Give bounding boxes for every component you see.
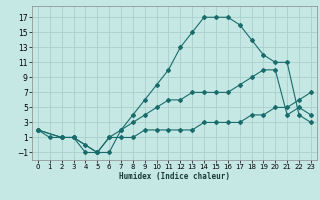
X-axis label: Humidex (Indice chaleur): Humidex (Indice chaleur) — [119, 172, 230, 181]
